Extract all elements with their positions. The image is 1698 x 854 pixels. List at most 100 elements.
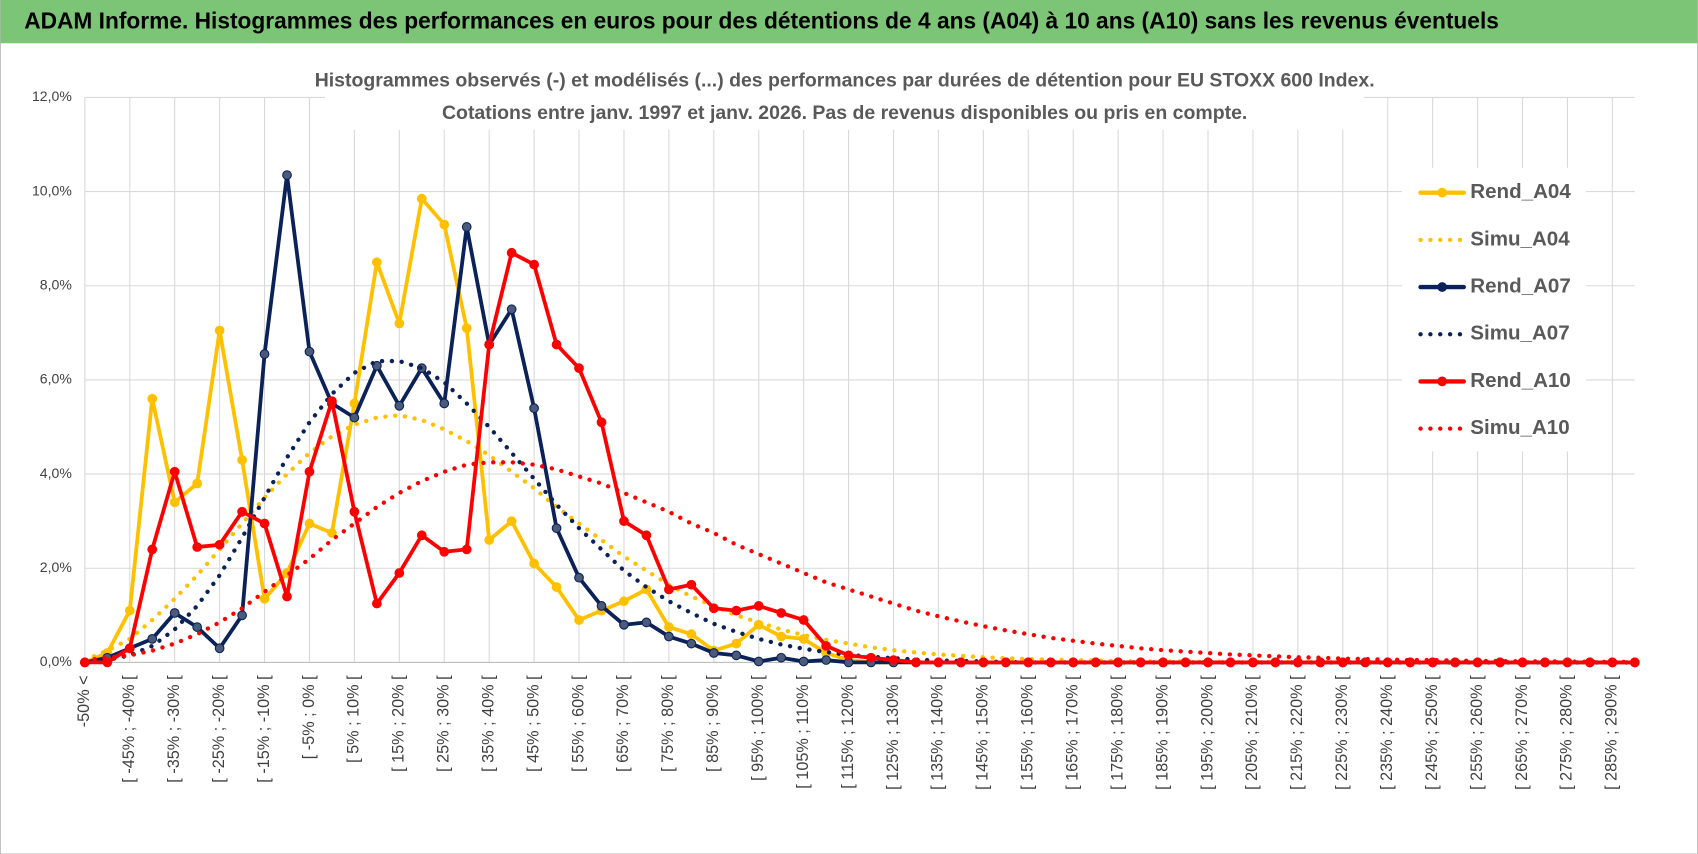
data-point [866,652,876,663]
data-point [1158,657,1168,668]
data-point [731,605,742,616]
data-point [282,591,292,602]
chart-title: Cotations entre janv. 1997 et janv. 2026… [442,102,1247,124]
data-point [776,608,787,618]
data-point [731,650,742,661]
data-point [259,349,270,359]
data-point [237,455,247,465]
legend-label: Simu_A10 [1470,416,1569,439]
data-point [192,478,203,489]
series-line [82,250,1637,665]
data-point [596,417,607,428]
data-point [147,544,158,555]
data-point [147,634,158,644]
x-tick-label: [ 25% ; 30% [ [435,675,453,772]
x-tick-label: [ 85% ; 90% [ [704,675,722,772]
data-point [708,648,719,658]
x-tick-label: -50% < [75,675,93,727]
data-point [506,304,517,315]
data-point [798,615,809,625]
data-point [551,339,562,350]
data-point [214,539,225,550]
x-tick-label: [ 195% ; 200% [ [1198,675,1216,790]
data-point [776,631,787,642]
data-point [731,638,742,649]
data-point [753,656,764,667]
data-point [304,518,315,529]
data-point [192,542,203,552]
x-tick-label: [ 185% ; 190% [ [1153,675,1171,790]
x-tick-label: [ 265% ; 270% [ [1513,675,1531,790]
data-point [259,593,270,604]
x-tick-label: [ 15% ; 20% [ [390,675,408,772]
data-point [551,582,562,592]
legend-marker [1437,282,1448,292]
x-tick-label: [ 95% ; 100% [ [749,675,767,781]
chart-title: Histogrammes observés (-) et modélisés (… [315,69,1375,91]
y-tick-label: 10,0% [32,182,72,198]
data-point [596,601,607,611]
y-tick-label: 8,0% [40,276,72,292]
data-point [214,325,225,336]
series-line [82,460,1637,665]
x-tick-label: [ 65% ; 70% [ [614,675,632,772]
x-tick-label: [ 215% ; 220% [ [1288,675,1306,790]
data-point [641,617,652,628]
data-point [349,412,360,423]
legend-backing [1402,167,1587,452]
data-point [1203,657,1213,668]
data-point [1045,657,1056,668]
data-point [147,393,158,404]
x-tick-label: [ 285% ; 290% [ [1603,675,1621,790]
data-point [506,247,517,258]
data-point [1090,657,1101,668]
data-point [371,257,382,268]
x-tick-label: [ 275% ; 280% [ [1558,675,1576,790]
x-tick-label: [ 115% ; 120% [ [839,675,857,789]
data-point [619,596,629,607]
data-point [1023,657,1034,668]
legend-label: Rend_A04 [1470,180,1571,203]
data-point [686,579,697,590]
data-point [641,530,652,541]
data-point [956,657,966,668]
x-tick-label: [ 135% ; 140% [ [929,675,947,790]
x-tick-label: [ 45% ; 50% [ [524,675,542,772]
data-point [461,323,472,333]
data-point [529,403,539,414]
data-point [259,518,270,529]
data-point [1270,657,1281,668]
x-tick-label: [ -5% ; 0% [ [300,675,318,759]
data-point [686,629,697,640]
x-tick-label: [ 165% ; 170% [ [1064,675,1082,790]
data-point [237,610,247,621]
data-point [1068,657,1079,668]
data-point [686,638,697,649]
data-point [529,558,539,569]
legend-label: Simu_A07 [1470,322,1569,345]
x-tick-label: [ 5% ; 10% [ [345,675,363,763]
data-point [304,346,315,357]
x-tick-label: [ 205% ; 210% [ [1243,675,1261,790]
y-tick-label: 4,0% [40,465,72,481]
data-point [461,544,472,555]
data-point [619,516,629,527]
data-point [1113,657,1124,668]
data-point [888,655,899,665]
legend-marker [1437,187,1448,198]
data-point [124,605,135,616]
x-tick-label: [ 55% ; 60% [ [569,675,587,772]
x-tick-label: [ 35% ; 40% [ [479,675,497,772]
data-point [1000,657,1011,668]
data-point [821,655,831,665]
data-point [529,259,539,270]
y-tick-label: 0,0% [40,653,72,669]
data-point [1292,657,1303,668]
x-tick-label: [ 175% ; 180% [ [1108,675,1126,790]
legend-marker [1437,376,1448,387]
data-point [664,631,674,642]
data-point [1337,657,1348,668]
legend-label: Simu_A04 [1470,227,1570,250]
data-point [484,339,495,350]
data-point [394,568,405,578]
